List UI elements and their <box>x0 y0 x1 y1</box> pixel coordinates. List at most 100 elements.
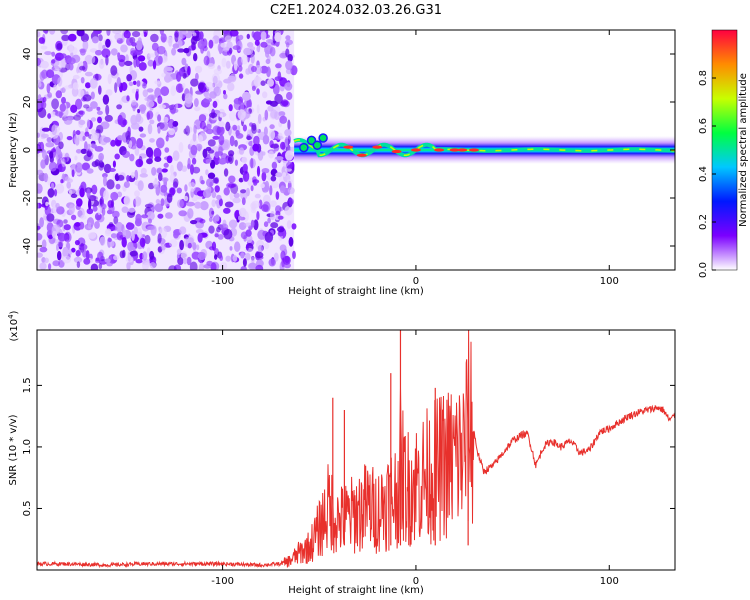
noise-speckle <box>91 36 99 44</box>
noise-speckle <box>157 233 162 244</box>
noise-speckle <box>47 188 55 198</box>
noise-speckle <box>245 243 249 251</box>
spectrogram-plot-area <box>37 30 675 270</box>
noise-speckle <box>95 129 101 134</box>
noise-speckle <box>236 125 241 131</box>
noise-speckle <box>250 53 255 64</box>
noise-speckle <box>57 77 63 87</box>
noise-speckle <box>196 244 200 251</box>
signal-hotspot <box>356 153 367 157</box>
noise-speckle <box>209 112 217 118</box>
noise-speckle <box>84 54 94 65</box>
noise-speckle <box>140 106 146 114</box>
noise-speckle <box>75 149 82 154</box>
noise-speckle <box>266 66 271 78</box>
y-tick-label: 40 <box>22 48 33 61</box>
noise-speckle <box>261 171 267 182</box>
noise-speckle <box>242 170 250 182</box>
noise-speckle <box>263 126 268 137</box>
noise-speckle <box>99 198 103 205</box>
noise-speckle <box>211 199 216 207</box>
noise-speckle <box>167 118 175 129</box>
noise-speckle <box>168 38 173 47</box>
noise-speckle <box>71 169 75 178</box>
noise-speckle <box>200 180 205 185</box>
noise-speckle <box>75 130 81 136</box>
noise-speckle <box>256 211 260 221</box>
noise-speckle <box>285 42 290 48</box>
noise-speckle <box>66 181 71 189</box>
noise-speckle <box>186 256 192 266</box>
noise-speckle <box>183 195 189 202</box>
noise-speckle <box>235 129 240 137</box>
noise-speckle <box>122 228 127 239</box>
noise-speckle <box>275 191 280 200</box>
noise-speckle <box>168 265 177 270</box>
noise-speckle <box>205 94 210 100</box>
noise-speckle <box>132 30 141 38</box>
noise-speckle <box>101 203 107 210</box>
signal-peak-trace <box>293 139 675 156</box>
noise-speckle <box>198 31 204 40</box>
noise-speckle <box>135 91 139 101</box>
noise-speckle <box>164 74 172 83</box>
noise-speckle <box>117 135 124 141</box>
noise-speckle <box>78 119 86 126</box>
noise-speckle <box>96 110 103 116</box>
noise-speckle <box>91 144 97 149</box>
noise-speckle <box>219 255 224 261</box>
noise-speckle <box>290 65 298 76</box>
noise-speckle <box>58 141 64 150</box>
noise-speckle <box>98 41 103 51</box>
noise-speckle <box>75 98 83 110</box>
noise-speckle <box>288 236 294 247</box>
noise-speckle <box>172 43 180 49</box>
noise-speckle <box>41 133 49 138</box>
noise-speckle <box>190 144 198 156</box>
noise-speckle <box>72 47 78 55</box>
noise-speckle <box>273 252 279 262</box>
noise-speckle <box>55 90 62 99</box>
noise-speckle <box>212 75 218 84</box>
noise-speckle <box>286 179 293 184</box>
colorbar-tick-label: 0.6 <box>698 118 709 134</box>
noise-speckle <box>257 245 263 253</box>
noise-speckle <box>98 160 105 171</box>
noise-speckle <box>63 117 73 125</box>
x-tick-label: 100 <box>600 276 619 287</box>
noise-speckle <box>124 60 133 66</box>
noise-speckle <box>261 168 270 174</box>
noise-speckle <box>160 86 170 97</box>
noise-speckle <box>245 229 252 237</box>
noise-speckle <box>44 51 52 56</box>
noise-speckle <box>53 189 58 197</box>
noise-speckle <box>96 106 101 111</box>
noise-speckle <box>214 214 220 222</box>
noise-speckle <box>229 73 237 83</box>
y-tick-label: 0.5 <box>22 501 33 517</box>
noise-speckle <box>46 83 51 94</box>
noise-speckle <box>279 185 286 194</box>
noise-speckle <box>79 110 85 116</box>
noise-speckle <box>270 109 278 119</box>
noise-speckle <box>194 106 201 112</box>
noise-speckle <box>256 165 261 177</box>
noise-speckle <box>105 38 111 48</box>
noise-speckle <box>54 111 64 117</box>
noise-speckle <box>142 89 148 98</box>
noise-speckle <box>83 258 91 265</box>
snr-series-line <box>37 330 675 569</box>
noise-speckle <box>264 231 274 243</box>
noise-speckle <box>245 187 250 197</box>
noise-speckle <box>68 189 73 196</box>
noise-speckle <box>37 233 43 241</box>
noise-speckle <box>153 147 162 159</box>
noise-speckle <box>154 80 161 85</box>
noise-speckle <box>63 224 71 231</box>
noise-speckle <box>193 53 198 62</box>
noise-speckle <box>60 179 64 184</box>
noise-speckle <box>133 80 137 85</box>
noise-speckle <box>265 100 273 105</box>
noise-speckle <box>207 139 216 147</box>
noise-speckle <box>119 250 125 259</box>
